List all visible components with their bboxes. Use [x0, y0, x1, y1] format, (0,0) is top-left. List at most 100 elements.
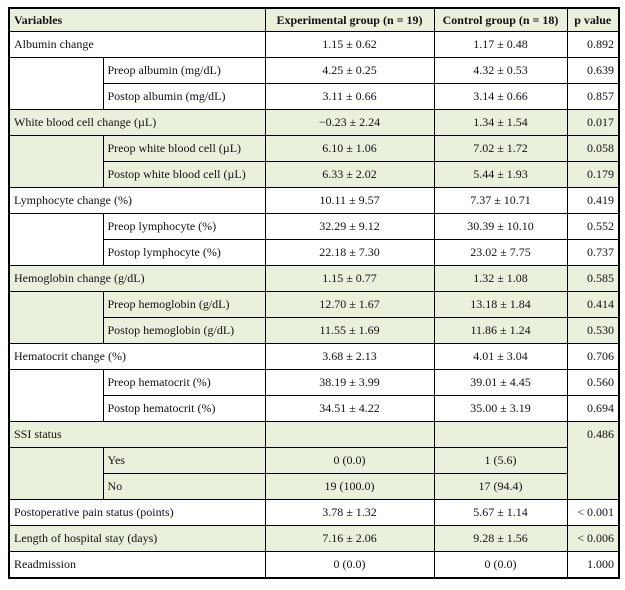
table-cell: 0.694 [566, 395, 620, 422]
table-cell: 9.28 ± 1.56 [433, 525, 568, 552]
table-cell: Preop hematocrit (%) [102, 369, 266, 396]
table-cell: 0.530 [566, 317, 620, 344]
table-cell: Lymphocyte change (%) [8, 187, 266, 214]
empty-cell [8, 447, 104, 500]
table-cell: Preop lymphocyte (%) [102, 213, 266, 240]
table-cell: 1.000 [566, 551, 620, 579]
table-cell: Postop hemoglobin (g/dL) [102, 317, 266, 344]
table-cell: Albumin change [8, 31, 266, 58]
table-cell: Preop white blood cell (µL) [102, 135, 266, 162]
table-row: Postop white blood cell (µL) 6.33 ± 2.02 5… [9, 161, 620, 188]
table-cell: 1.15 ± 0.62 [264, 31, 435, 58]
table-cell: 0.706 [566, 343, 620, 370]
table-cell: Length of hospital stay (days) [8, 525, 266, 552]
table-cell: 0.414 [566, 291, 620, 318]
table-cell: 3.14 ± 0.66 [433, 83, 568, 110]
table-row: Postop hematocrit (%) 34.51 ± 4.22 35.00 ±… [9, 395, 620, 422]
table-cell: 11.55 ± 1.69 [264, 317, 435, 344]
table-cell: 0.585 [566, 265, 620, 292]
table-body: Albumin change 1.15 ± 0.62 1.17 ± 0.48 0.89… [8, 31, 620, 579]
table-row: Lymphocyte change (%) 10.11 ± 9.57 7.37 ± … [8, 187, 620, 214]
table-cell: Postop white blood cell (µL) [102, 161, 266, 188]
table-cell: White blood cell change (µL) [8, 109, 266, 136]
table-row: Albumin change 1.15 ± 0.62 1.17 ± 0.48 0.89… [8, 31, 620, 58]
table-cell: 3.11 ± 0.66 [264, 83, 435, 110]
table-cell: 0 (0.0) [264, 447, 435, 474]
table-cell: Readmission [8, 551, 266, 579]
empty-cell [8, 291, 104, 344]
table-cell: 0.419 [566, 187, 620, 214]
table-row: Length of hospital stay (days) 7.16 ± 2.0… [8, 525, 620, 552]
table-cell [264, 421, 435, 448]
table-cell: 6.10 ± 1.06 [264, 135, 435, 162]
table-cell: Preop hemoglobin (g/dL) [102, 291, 266, 318]
table-row: Readmission 0 (0.0) 0 (0.0) 1.000 [8, 551, 620, 579]
empty-cell [8, 213, 104, 266]
table-cell: 0.892 [566, 31, 620, 58]
header-cell: Experimental group (n = 19) [264, 7, 435, 32]
table-cell: Postop lymphocyte (%) [102, 239, 266, 266]
table-cell: 0.552 [566, 213, 620, 240]
data-table: Variables Experimental group (n = 19) Co… [8, 7, 621, 579]
table-cell: Postop hematocrit (%) [102, 395, 266, 422]
table-cell: Hematocrit change (%) [8, 343, 266, 370]
table-cell: 12.70 ± 1.67 [264, 291, 435, 318]
table-cell: 0 (0.0) [264, 551, 435, 579]
table-cell: 11.86 ± 1.24 [433, 317, 568, 344]
table-cell: Postop albumin (mg/dL) [102, 83, 266, 110]
table-cell: 1.32 ± 1.08 [433, 265, 568, 292]
header-cell: p value [566, 7, 620, 32]
table-cell: 3.78 ± 1.32 [264, 499, 435, 526]
header-cell: Variables [8, 7, 266, 32]
table-cell: 13.18 ± 1.84 [433, 291, 568, 318]
table-cell: Postoperative pain status (points) [8, 499, 266, 526]
table-cell: 0.017 [566, 109, 620, 136]
table-cell: 0.560 [566, 369, 620, 396]
table-cell: 39.01 ± 4.45 [433, 369, 568, 396]
table-cell: 6.33 ± 2.02 [264, 161, 435, 188]
table-cell: Preop albumin (mg/dL) [102, 57, 266, 84]
table-cell: 0 (0.0) [433, 551, 568, 579]
table-cell: 0.179 [566, 161, 620, 188]
table-cell: 0.058 [566, 135, 620, 162]
table-cell: 30.39 ± 10.10 [433, 213, 568, 240]
table-cell: 32.29 ± 9.12 [264, 213, 435, 240]
table-cell [433, 421, 568, 448]
table-cell: 0.639 [566, 57, 620, 84]
table-cell: Hemoglobin change (g/dL) [8, 265, 266, 292]
table-cell: No [102, 473, 266, 500]
table-cell: 1.34 ± 1.54 [433, 109, 568, 136]
table-row: Hematocrit change (%) 3.68 ± 2.13 4.01 ± 3… [8, 343, 620, 370]
table-cell: 38.19 ± 3.99 [264, 369, 435, 396]
table-cell: 22.18 ± 7.30 [264, 239, 435, 266]
table-cell: 1 (5.6) [433, 447, 568, 474]
table-cell: < 0.001 [566, 499, 620, 526]
table-cell: 4.01 ± 3.04 [433, 343, 568, 370]
table-cell: 10.11 ± 9.57 [264, 187, 435, 214]
table-row: Preop hematocrit (%) 38.19 ± 3.99 39.01 ± … [8, 369, 620, 422]
table-row: White blood cell change (µL) −0.23 ± 2.24… [8, 109, 620, 136]
table-cell: 17 (94.4) [433, 473, 568, 500]
table-cell: 19 (100.0) [264, 473, 435, 500]
table-cell: −0.23 ± 2.24 [264, 109, 435, 136]
table-cell: 0.737 [566, 239, 620, 266]
table-cell: 3.68 ± 2.13 [264, 343, 435, 370]
table-cell: 1.15 ± 0.77 [264, 265, 435, 292]
table-cell: 23.02 ± 7.75 [433, 239, 568, 266]
table-row: Postop hemoglobin (g/dL) 11.55 ± 1.69 11.8… [9, 317, 620, 344]
table-row: Preop albumin (mg/dL) 4.25 ± 0.25 4.32 ± 0… [8, 57, 620, 110]
table-cell: 1.17 ± 0.48 [433, 31, 568, 58]
table-row: Preop white blood cell (µL) 6.10 ± 1.06 7.… [8, 135, 620, 188]
empty-cell [8, 369, 104, 422]
table-cell: 34.51 ± 4.22 [264, 395, 435, 422]
header-row: Variables Experimental group (n = 19) Co… [8, 7, 620, 32]
table-cell: 4.25 ± 0.25 [264, 57, 435, 84]
table-cell: Yes [102, 447, 266, 474]
table-cell: 35.00 ± 3.19 [433, 395, 568, 422]
table-row: Preop lymphocyte (%) 32.29 ± 9.12 30.39 ± … [8, 213, 620, 266]
table-row: Preop hemoglobin (g/dL) 12.70 ± 1.67 13.18… [8, 291, 620, 344]
table-row: Postop lymphocyte (%) 22.18 ± 7.30 23.02 ±… [9, 239, 620, 266]
empty-cell [8, 135, 104, 188]
table-row: Yes 0 (0.0) 1 (5.6) [8, 447, 619, 500]
